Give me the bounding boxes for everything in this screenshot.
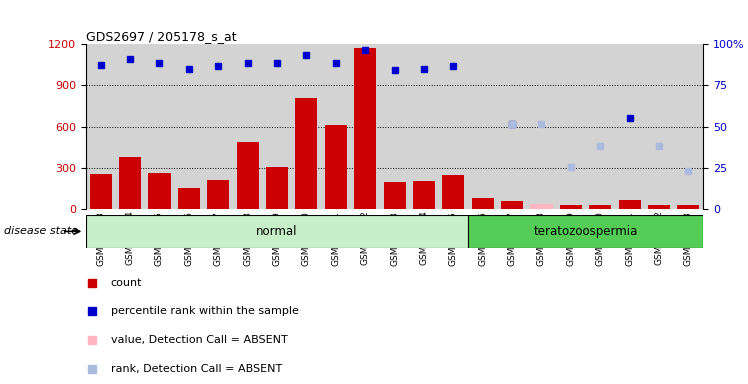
- Bar: [90, 174, 111, 209]
- Bar: [203, 44, 233, 209]
- Text: count: count: [111, 278, 142, 288]
- Bar: [119, 157, 141, 209]
- Text: disease state: disease state: [4, 226, 78, 237]
- Bar: [468, 215, 703, 248]
- Text: normal: normal: [257, 225, 298, 238]
- Text: value, Detection Call = ABSENT: value, Detection Call = ABSENT: [111, 335, 287, 345]
- Bar: [174, 44, 203, 209]
- Bar: [321, 44, 351, 209]
- Text: teratozoospermia: teratozoospermia: [533, 225, 638, 238]
- Bar: [295, 98, 317, 209]
- Bar: [292, 44, 321, 209]
- Bar: [530, 204, 553, 209]
- Bar: [586, 44, 615, 209]
- Text: percentile rank within the sample: percentile rank within the sample: [111, 306, 298, 316]
- Bar: [648, 205, 670, 209]
- Bar: [263, 44, 292, 209]
- Bar: [615, 44, 644, 209]
- Text: rank, Detection Call = ABSENT: rank, Detection Call = ABSENT: [111, 364, 282, 374]
- Bar: [501, 201, 523, 209]
- Bar: [557, 44, 586, 209]
- Bar: [351, 44, 380, 209]
- Bar: [178, 188, 200, 209]
- Bar: [413, 181, 435, 209]
- Bar: [468, 44, 497, 209]
- Bar: [619, 200, 641, 209]
- Bar: [678, 205, 699, 209]
- Bar: [354, 48, 376, 209]
- Bar: [380, 44, 409, 209]
- Bar: [148, 173, 171, 209]
- Bar: [497, 44, 527, 209]
- Bar: [86, 44, 115, 209]
- Bar: [589, 205, 611, 209]
- Bar: [86, 215, 468, 248]
- Bar: [530, 204, 553, 209]
- Bar: [409, 44, 438, 209]
- Bar: [674, 44, 703, 209]
- Bar: [472, 198, 494, 209]
- Bar: [233, 44, 263, 209]
- Bar: [236, 142, 259, 209]
- Bar: [527, 44, 557, 209]
- Bar: [266, 167, 288, 209]
- Bar: [442, 175, 465, 209]
- Bar: [207, 180, 230, 209]
- Bar: [560, 205, 582, 209]
- Bar: [438, 44, 468, 209]
- Text: GDS2697 / 205178_s_at: GDS2697 / 205178_s_at: [86, 30, 236, 43]
- Bar: [115, 44, 145, 209]
- Bar: [145, 44, 174, 209]
- Bar: [384, 182, 405, 209]
- Bar: [325, 125, 347, 209]
- Bar: [644, 44, 674, 209]
